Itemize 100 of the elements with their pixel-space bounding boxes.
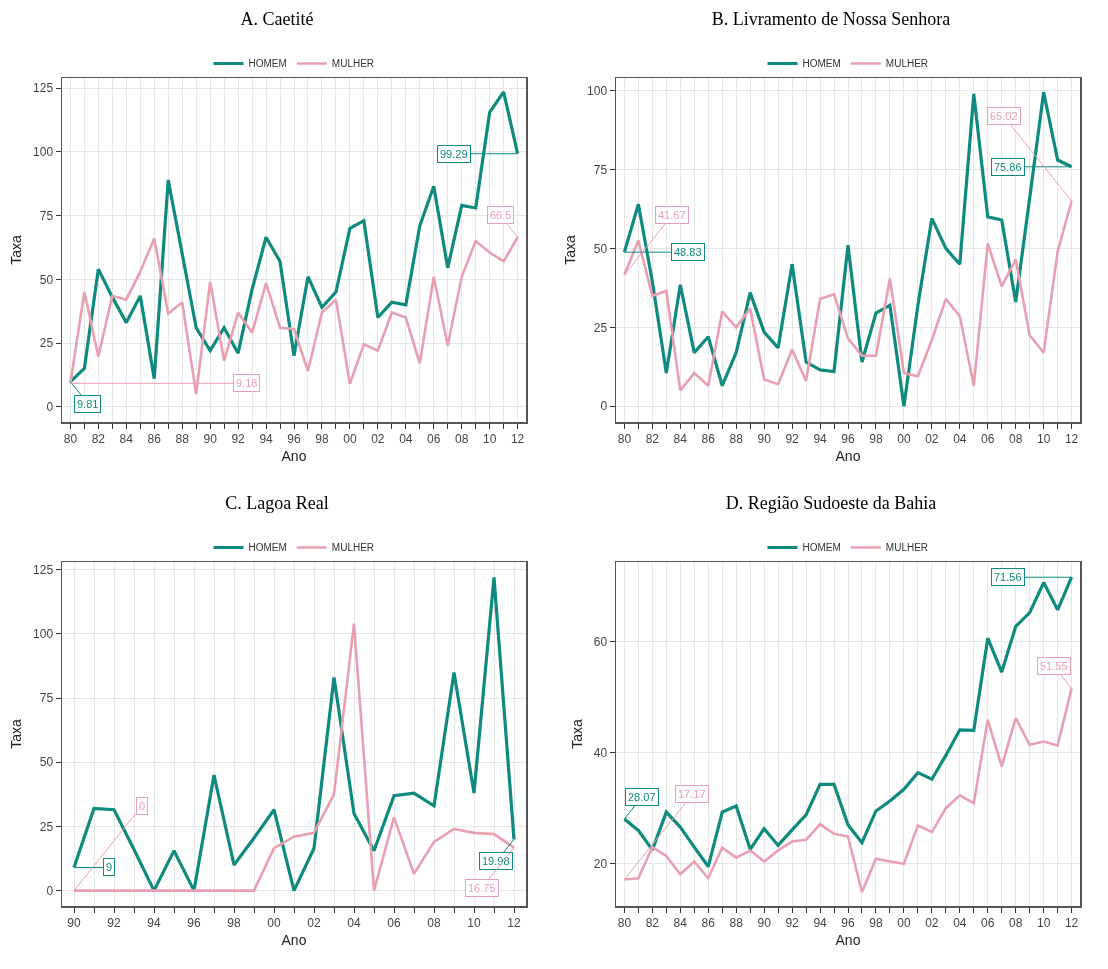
y-tick-label: 75	[39, 208, 54, 223]
y-tick-label: 20	[593, 856, 608, 871]
x-tick-label: 04	[399, 431, 413, 446]
y-tick-label: 0	[46, 883, 54, 898]
x-tick-label: 12	[1064, 915, 1079, 930]
data-label: 75.86	[994, 161, 1022, 173]
y-tick-label: 125	[33, 81, 54, 96]
x-tick-label: 10	[467, 915, 481, 930]
y-tick-label: 25	[39, 819, 54, 834]
x-tick-label: 06	[387, 915, 401, 930]
y-axis-title: Taxa	[7, 235, 24, 265]
data-label: 9	[106, 861, 113, 873]
x-tick-label: 00	[897, 915, 911, 930]
x-tick-label: 82	[645, 915, 660, 930]
data-label: 66.5	[490, 209, 512, 221]
x-tick-label: 08	[427, 915, 441, 930]
x-tick-label: 82	[91, 431, 106, 446]
x-tick-label: 80	[617, 915, 632, 930]
x-tick-label: 84	[673, 915, 688, 930]
data-label: 19.98	[482, 855, 510, 867]
x-tick-label: 02	[925, 915, 939, 930]
x-axis-title: Ano	[835, 931, 861, 948]
y-tick-label: 0	[600, 399, 608, 414]
data-label: 9.18	[236, 377, 258, 389]
x-tick-label: 96	[187, 915, 201, 930]
x-tick-label: 84	[119, 431, 134, 446]
x-tick-label: 86	[701, 431, 716, 446]
data-label: 17.17	[678, 788, 706, 800]
x-tick-label: 92	[231, 431, 246, 446]
legend-label: MULHER	[331, 542, 375, 554]
x-tick-label: 98	[869, 431, 883, 446]
y-tick-label: 50	[39, 272, 54, 287]
data-label: 65.02	[990, 110, 1018, 122]
x-tick-label: 86	[147, 431, 162, 446]
x-tick-label: 90	[203, 431, 218, 446]
x-tick-label: 98	[315, 431, 329, 446]
x-tick-label: 96	[287, 431, 301, 446]
data-label: 16.75	[468, 882, 496, 894]
y-tick-label: 50	[39, 755, 54, 770]
x-tick-label: 04	[953, 915, 967, 930]
x-tick-label: 96	[841, 431, 855, 446]
x-tick-label: 90	[757, 431, 772, 446]
data-label: 28.07	[628, 791, 656, 803]
chart-title: A. Caetité	[240, 8, 314, 29]
x-tick-label: 84	[673, 431, 688, 446]
x-tick-label: 92	[107, 915, 121, 930]
x-tick-label: 82	[645, 431, 660, 446]
y-tick-label: 100	[33, 145, 54, 160]
legend-label: MULHER	[885, 58, 929, 70]
data-label: 41.67	[658, 209, 686, 221]
x-tick-label: 04	[347, 915, 361, 930]
legend-label: MULHER	[885, 542, 929, 554]
x-tick-label: 12	[510, 431, 525, 446]
x-tick-label: 02	[371, 431, 385, 446]
x-tick-label: 80	[617, 431, 632, 446]
x-tick-label: 94	[147, 915, 161, 930]
data-label: 71.56	[994, 571, 1022, 583]
x-tick-label: 92	[785, 431, 800, 446]
x-tick-label: 12	[507, 915, 521, 930]
data-label: 99.29	[440, 148, 468, 160]
legend-label: MULHER	[331, 58, 375, 70]
x-tick-label: 08	[1009, 915, 1023, 930]
legend-label: HOMEM	[802, 58, 841, 70]
y-tick-label: 40	[593, 745, 608, 760]
x-tick-label: 90	[757, 915, 772, 930]
x-axis-title: Ano	[835, 447, 861, 464]
y-tick-label: 60	[593, 634, 608, 649]
x-tick-label: 94	[259, 431, 274, 446]
x-axis-title: Ano	[281, 931, 307, 948]
x-tick-label: 00	[267, 915, 281, 930]
chart-title: B. Livramento de Nossa Senhora	[711, 8, 951, 29]
y-tick-label: 25	[593, 320, 608, 335]
data-label: 51.55	[1040, 660, 1068, 672]
x-tick-label: 86	[701, 915, 716, 930]
y-tick-label: 50	[593, 241, 608, 256]
x-tick-label: 88	[175, 431, 190, 446]
x-tick-label: 02	[925, 431, 939, 446]
x-tick-label: 06	[981, 431, 995, 446]
x-tick-label: 00	[897, 431, 911, 446]
x-tick-label: 12	[1064, 431, 1079, 446]
y-tick-label: 75	[39, 691, 54, 706]
x-tick-label: 08	[1009, 431, 1023, 446]
x-axis-title: Ano	[281, 447, 307, 464]
y-axis-title: Taxa	[561, 235, 578, 265]
x-tick-label: 92	[785, 915, 800, 930]
chart-title: D. Região Sudoeste da Bahia	[725, 492, 937, 513]
x-tick-label: 00	[343, 431, 357, 446]
legend-label: HOMEM	[248, 58, 287, 70]
x-tick-label: 96	[841, 915, 855, 930]
x-tick-label: 94	[813, 915, 828, 930]
y-axis-title: Taxa	[568, 719, 585, 749]
x-tick-label: 04	[953, 431, 967, 446]
data-label: 9.81	[77, 398, 99, 410]
x-tick-label: 88	[729, 431, 744, 446]
x-tick-label: 10	[482, 431, 497, 446]
x-tick-label: 90	[67, 915, 81, 930]
y-tick-label: 0	[46, 399, 54, 414]
y-tick-label: 100	[587, 83, 608, 98]
x-tick-label: 10	[1036, 915, 1051, 930]
y-tick-label: 100	[33, 627, 54, 642]
